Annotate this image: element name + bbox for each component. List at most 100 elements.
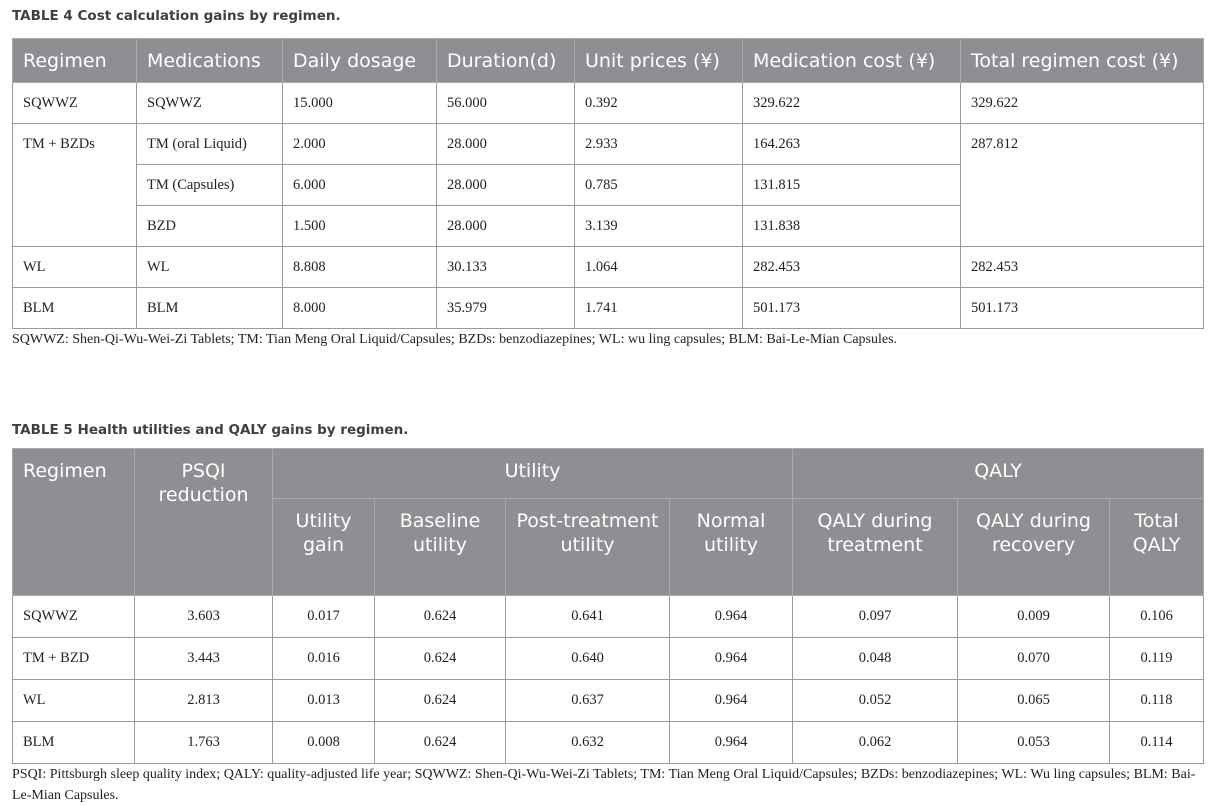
cell-post-treatment-utility: 0.641	[505, 595, 670, 638]
cell-post-treatment-utility: 0.640	[505, 637, 670, 680]
header-psqi-reduction: PSQI reduction	[134, 448, 273, 596]
cell-unit-price: 0.392	[574, 82, 743, 124]
cell-medication: WL	[136, 246, 283, 288]
cell-daily-dosage: 6.000	[282, 164, 437, 206]
header-total-cost: Total regimen cost (¥)	[960, 38, 1204, 83]
cell-medication: BLM	[136, 287, 283, 329]
cell-unit-price: 1.064	[574, 246, 743, 288]
table-row: WL WL 8.808 30.133 1.064 282.453 282.453	[12, 246, 1204, 288]
cell-medication: SQWWZ	[136, 82, 283, 124]
table-header-row: Regimen Medications Daily dosage Duratio…	[12, 38, 1204, 83]
cell-total-qaly: 0.106	[1109, 595, 1205, 638]
cell-qaly-treatment: 0.062	[792, 721, 959, 764]
header-daily-dosage: Daily dosage	[282, 38, 437, 83]
cell-psqi-reduction: 3.603	[134, 595, 273, 638]
cell-regimen: WL	[12, 679, 135, 722]
cell-regimen: TM + BZDs	[12, 123, 137, 247]
cell-daily-dosage: 2.000	[282, 123, 437, 165]
cell-duration: 28.000	[436, 164, 575, 206]
cell-qaly-recovery: 0.070	[957, 637, 1111, 680]
cell-utility-gain: 0.017	[272, 595, 375, 638]
cell-normal-utility: 0.964	[668, 595, 794, 638]
cell-qaly-recovery: 0.009	[957, 595, 1111, 638]
utility-table: Regimen PSQI reduction Utility QALY Util…	[12, 448, 1205, 764]
cell-utility-gain: 0.008	[272, 721, 375, 764]
cell-regimen: SQWWZ	[12, 595, 135, 638]
header-qaly-group: QALY	[792, 448, 1205, 499]
cell-psqi-reduction: 2.813	[134, 679, 273, 722]
cell-psqi-reduction: 3.443	[134, 637, 273, 680]
cell-total-qaly: 0.114	[1109, 721, 1205, 764]
table-row: SQWWZ SQWWZ 15.000 56.000 0.392 329.622 …	[12, 82, 1204, 124]
table-row: TM + BZDs TM (oral Liquid) 2.000 28.000 …	[12, 123, 1204, 247]
cell-baseline-utility: 0.624	[374, 679, 506, 722]
cell-qaly-treatment: 0.052	[792, 679, 959, 722]
cell-normal-utility: 0.964	[668, 637, 794, 680]
header-post-treatment-utility: Post-treatment utility	[505, 498, 670, 596]
header-duration: Duration(d)	[436, 38, 575, 83]
cell-total: 287.812	[960, 123, 1204, 247]
header-baseline-utility: Baseline utility	[374, 498, 506, 596]
cell-regimen: WL	[12, 246, 137, 288]
cell-daily-dosage: 8.808	[282, 246, 437, 288]
cell-qaly-treatment: 0.048	[792, 637, 959, 680]
cell-post-treatment-utility: 0.632	[505, 721, 670, 764]
cell-total-qaly: 0.118	[1109, 679, 1205, 722]
cell-unit-price: 0.785	[574, 164, 743, 206]
table4-caption: TABLE 4 Cost calculation gains by regime…	[12, 8, 341, 24]
cell-duration: 35.979	[436, 287, 575, 329]
cell-regimen: SQWWZ	[12, 82, 137, 124]
cell-normal-utility: 0.964	[668, 721, 794, 764]
table-row: TM (Capsules) 6.000 28.000 0.785 131.815	[13, 164, 1204, 206]
header-qaly-treatment: QALY during treatment	[792, 498, 959, 596]
table-row: TM + BZD 3.443 0.016 0.624 0.640 0.964 0.048 0.…	[12, 637, 1205, 680]
cell-qaly-recovery: 0.053	[957, 721, 1111, 764]
cell-psqi-reduction: 1.763	[134, 721, 273, 764]
header-medications: Medications	[136, 38, 283, 83]
cell-medication-cost: 329.622	[742, 82, 961, 124]
table-sub-header-row: Utility gain Baseline utility Post-treat…	[13, 498, 1205, 596]
cell-duration: 30.133	[436, 246, 575, 288]
header-utility-gain: Utility gain	[272, 498, 375, 596]
cell-duration: 28.000	[436, 123, 575, 165]
header-utility-group: Utility	[271, 448, 794, 499]
cell-daily-dosage: 8.000	[282, 287, 437, 329]
header-unit-prices: Unit prices (¥)	[574, 38, 743, 83]
table-row: WL 2.813 0.013 0.624 0.637 0.964 0.052 0.065 0.1…	[12, 679, 1205, 722]
cell-qaly-treatment: 0.097	[792, 595, 959, 638]
table4-footnote: SQWWZ: Shen-Qi-Wu-Wei-Zi Tablets; TM: Ti…	[12, 332, 898, 347]
table-row: BLM 1.763 0.008 0.624 0.632 0.964 0.062 0.053 0.…	[12, 721, 1205, 764]
header-regimen: Regimen	[12, 448, 135, 596]
cell-post-treatment-utility: 0.637	[505, 679, 670, 722]
cell-unit-price: 2.933	[574, 123, 743, 165]
cell-unit-price: 1.741	[574, 287, 743, 329]
cell-medication-cost: 501.173	[742, 287, 961, 329]
table-row: BLM BLM 8.000 35.979 1.741 501.173 501.1…	[12, 287, 1204, 329]
header-medication-cost: Medication cost (¥)	[742, 38, 961, 83]
cell-utility-gain: 0.013	[272, 679, 375, 722]
table-row: BZD 1.500 28.000 3.139 131.838	[13, 205, 1204, 247]
table-group-header-row: Regimen PSQI reduction Utility QALY	[12, 448, 1205, 596]
cell-regimen: TM + BZD	[12, 637, 135, 680]
header-qaly-recovery: QALY during recovery	[957, 498, 1111, 596]
cell-daily-dosage: 15.000	[282, 82, 437, 124]
cell-daily-dosage: 1.500	[282, 205, 437, 247]
cell-duration: 56.000	[436, 82, 575, 124]
cell-qaly-recovery: 0.065	[957, 679, 1111, 722]
cell-total-qaly: 0.119	[1109, 637, 1205, 680]
cell-medication: TM (oral Liquid)	[136, 123, 283, 165]
cell-unit-price: 3.139	[574, 205, 743, 247]
header-regimen: Regimen	[12, 38, 137, 83]
cell-medication-cost: 131.838	[742, 205, 961, 247]
cell-regimen: BLM	[12, 721, 135, 764]
cell-medication: BZD	[136, 205, 283, 247]
cell-baseline-utility: 0.624	[374, 721, 506, 764]
cell-baseline-utility: 0.624	[374, 595, 506, 638]
cell-medication-cost: 282.453	[742, 246, 961, 288]
header-normal-utility: Normal utility	[668, 498, 794, 596]
table-row: SQWWZ 3.603 0.017 0.624 0.641 0.964 0.097 0.009…	[12, 595, 1205, 638]
cell-total: 329.622	[960, 82, 1204, 124]
cell-total: 282.453	[960, 246, 1204, 288]
cell-medication-cost: 164.263	[742, 123, 961, 165]
cell-medication: TM (Capsules)	[136, 164, 283, 206]
